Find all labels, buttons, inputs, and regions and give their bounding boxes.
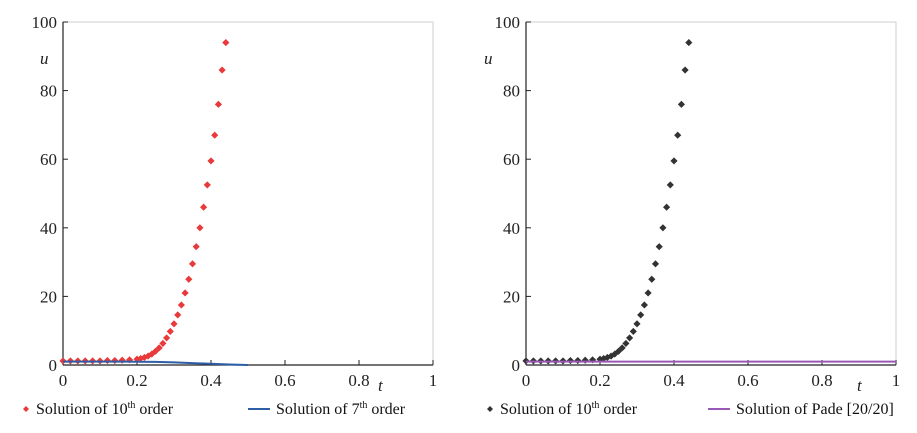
series-point — [648, 275, 656, 283]
series-point — [192, 243, 200, 251]
series-point — [674, 131, 682, 139]
legend-label: Solution of 10th order — [36, 400, 174, 418]
x-tick-label: 1 — [429, 371, 438, 390]
series-point — [159, 339, 167, 347]
series-point — [618, 344, 626, 352]
series-point — [200, 203, 208, 211]
y-tick-label: 40 — [40, 219, 57, 238]
x-tick-label: 0.6 — [274, 371, 295, 390]
y-axis-label: u — [40, 49, 49, 68]
y-tick-label: 20 — [40, 287, 57, 306]
series-point — [677, 100, 685, 108]
series-point — [637, 311, 645, 319]
series-point — [644, 289, 652, 297]
y-tick-label: 80 — [40, 82, 57, 101]
series-point — [188, 260, 197, 268]
y-tick-label: 60 — [40, 150, 57, 169]
series-point — [185, 275, 193, 283]
y-tick-label: 0 — [512, 356, 521, 375]
x-tick-label: 0.4 — [663, 371, 685, 390]
series-point — [214, 100, 222, 108]
series-point — [663, 203, 671, 211]
series-point — [685, 39, 693, 47]
x-axis-label: t — [378, 376, 384, 395]
series-point — [574, 356, 582, 365]
y-tick-label: 40 — [503, 219, 520, 238]
y-tick-label: 100 — [32, 13, 58, 32]
series-point — [651, 260, 660, 268]
legend-marker-swatch — [487, 406, 493, 412]
x-tick-label: 0.4 — [200, 371, 222, 390]
series-point — [622, 339, 630, 347]
series-point — [614, 347, 623, 355]
series-point — [181, 289, 189, 297]
legend-label: Solution of 7th order — [276, 400, 406, 418]
series-point — [203, 181, 211, 189]
x-tick-label: 0 — [59, 371, 68, 390]
x-tick-label: 0.8 — [348, 371, 369, 390]
series-point — [218, 66, 226, 74]
series-point — [566, 356, 574, 365]
y-tick-label: 80 — [503, 82, 520, 101]
series-point — [111, 356, 119, 365]
series-point — [655, 243, 663, 251]
series-point — [151, 347, 160, 355]
series-line-1 — [63, 360, 249, 366]
plot-area-frame — [525, 21, 897, 366]
series-point — [633, 320, 641, 328]
x-tick-label: 0 — [522, 371, 531, 390]
y-tick-label: 0 — [49, 356, 58, 375]
series-point — [207, 157, 215, 165]
legend-label: Solution of Pade [20/20] — [736, 401, 894, 418]
series-point — [659, 224, 667, 232]
series-point — [681, 66, 689, 74]
y-tick-label: 60 — [503, 150, 520, 169]
series-point — [666, 181, 674, 189]
series-point — [640, 301, 648, 309]
series-point — [163, 334, 171, 342]
x-tick-label: 0.2 — [126, 371, 147, 390]
series-point — [170, 320, 178, 328]
series-point — [670, 157, 678, 165]
series-point — [629, 327, 637, 335]
x-tick-label: 1 — [892, 371, 901, 390]
legend-marker-swatch — [23, 406, 29, 412]
plot-area-frame — [62, 21, 434, 366]
x-tick-label: 0.8 — [811, 371, 832, 390]
legend-label: Solution of 10th order — [500, 400, 638, 418]
y-tick-label: 20 — [503, 287, 520, 306]
x-tick-label: 0.6 — [737, 371, 758, 390]
series-point — [222, 39, 230, 47]
y-tick-label: 100 — [495, 13, 521, 32]
series-point — [155, 344, 163, 352]
left-chart-panel: 0 0.2 0.4 0.6 0.8 1 0 20 40 60 80 100 u t Solution of … — [23, 13, 437, 418]
x-axis-label: t — [857, 376, 863, 395]
series-point — [174, 311, 182, 319]
y-axis-label: u — [484, 49, 493, 68]
series-point — [103, 356, 111, 365]
series-point — [177, 301, 185, 309]
series-point — [211, 131, 219, 139]
series-point — [166, 327, 174, 335]
x-tick-label: 0.2 — [589, 371, 610, 390]
series-point — [196, 224, 204, 232]
series-point — [626, 334, 634, 342]
